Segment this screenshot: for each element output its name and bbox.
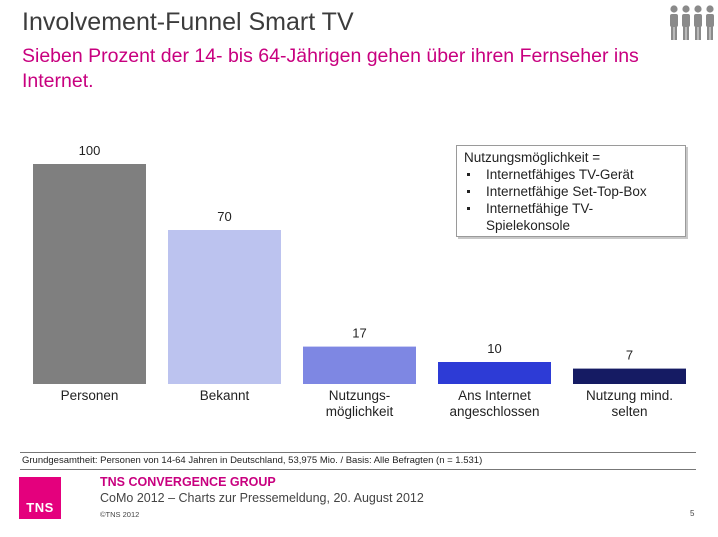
event-line: CoMo 2012 – Charts zur Pressemeldung, 20… xyxy=(100,491,424,505)
bar-5 xyxy=(573,368,686,384)
divider xyxy=(20,469,696,470)
group-name: TNS CONVERGENCE GROUP xyxy=(100,475,276,489)
page-number: 5 xyxy=(690,509,695,518)
category-label: Nutzungs-möglichkeit xyxy=(326,388,394,419)
bar-value-label: 7 xyxy=(626,348,633,363)
legend-item: Internetfähige TV- Spielekonsole xyxy=(464,200,685,234)
bar-value-label: 10 xyxy=(487,341,501,356)
bar-value-label: 100 xyxy=(79,143,101,158)
bar-2 xyxy=(168,230,281,384)
legend-heading: Nutzungsmöglichkeit = xyxy=(464,150,601,165)
bar-1 xyxy=(33,164,146,384)
bar-value-label: 70 xyxy=(217,209,231,224)
legend-item: Internetfähige Set-Top-Box xyxy=(464,183,685,200)
tns-logo: TNS xyxy=(19,477,61,519)
category-label: Bekannt xyxy=(200,388,250,403)
base-footnote: Grundgesamtheit: Personen von 14-64 Jahr… xyxy=(22,455,483,466)
bar-value-label: 17 xyxy=(352,326,366,341)
copyright: ©TNS 2012 xyxy=(100,510,140,519)
bar-3 xyxy=(303,346,416,384)
category-label: Nutzung mind. selten xyxy=(586,388,673,419)
divider xyxy=(20,452,696,453)
slide-subtitle: Sieben Prozent der 14- bis 64-Jährigen g… xyxy=(22,45,639,92)
people-group-icon xyxy=(670,5,714,40)
category-label: Personen xyxy=(61,388,119,403)
bar-4 xyxy=(438,362,551,384)
legend-item: Internetfähiges TV-Gerät xyxy=(464,166,685,183)
slide-title: Involvement-Funnel Smart TV xyxy=(22,8,354,36)
legend-box: Nutzungsmöglichkeit = Internetfähiges TV… xyxy=(456,145,686,237)
category-label: Ans Internet angeschlossen xyxy=(449,388,539,419)
